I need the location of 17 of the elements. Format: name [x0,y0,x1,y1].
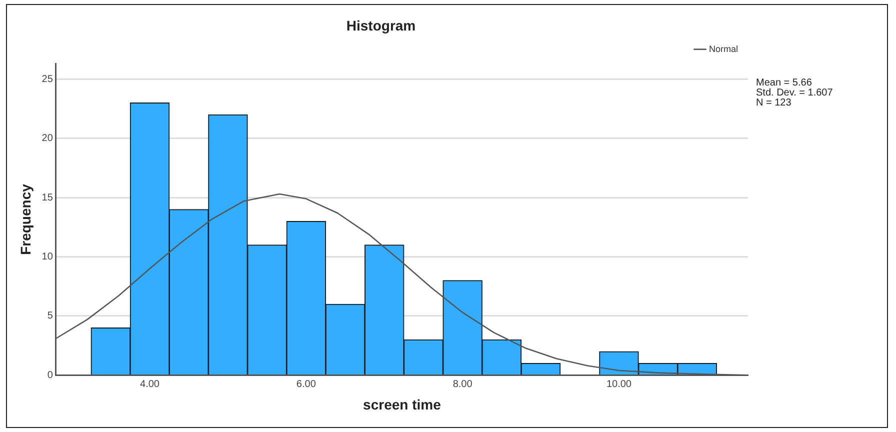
x-tick-label: 10.00 [606,378,632,390]
y-tick-label: 10 [42,252,54,263]
x-tick-label: 4.00 [140,378,160,390]
legend-label: Normal [708,44,738,54]
chart-title: Histogram [346,17,416,34]
y-tick-label: 5 [47,310,54,322]
x-tick-label: 8.00 [452,378,473,390]
y-axis-title: Frequency [17,184,34,255]
text: N = 123 [756,98,792,109]
text: Std. Dev. = 1.607 [756,88,834,99]
y-tick-label: 15 [42,192,54,204]
y-tick-label: 25 [42,74,54,85]
x-axis-title: screen time [363,396,442,412]
text: Mean = 5.66 [756,78,812,89]
x-tick-label: 6.00 [296,378,316,390]
y-tick-label: 20 [42,133,54,144]
y-tick-label: 0 [47,370,54,381]
